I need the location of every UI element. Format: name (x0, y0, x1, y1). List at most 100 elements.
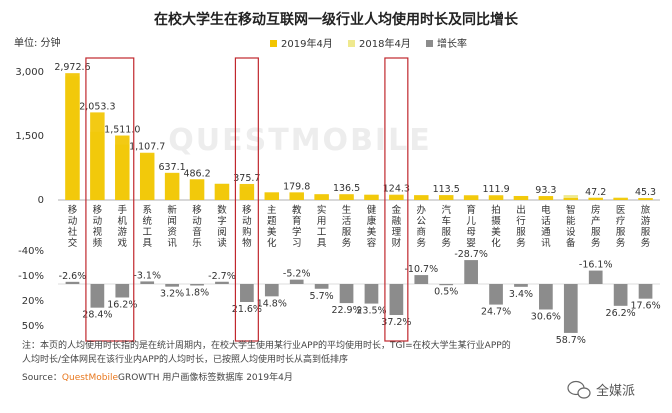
value-label-1: 2,053.3 (79, 101, 115, 112)
y-tick-0: 0 (38, 195, 44, 206)
growth-bar-9 (289, 279, 304, 284)
bar-2019-19 (538, 196, 554, 200)
category-label-12: 健康美容 (367, 204, 377, 249)
growth-label-21: -16.1% (579, 260, 613, 271)
bar-2019-8 (264, 192, 280, 200)
category-label-15: 汽车服务 (441, 204, 451, 249)
bar-2019-23 (638, 198, 653, 200)
growth-bar-1 (90, 284, 105, 308)
value-label-9: 179.8 (283, 181, 310, 192)
category-label-9: 教育学习 (292, 204, 302, 249)
growth-label-7: 21.6% (232, 304, 262, 315)
value-label-13: 124.3 (383, 184, 410, 195)
growth-bar-7 (240, 284, 254, 302)
category-label-5: 移动音乐 (192, 204, 202, 249)
growth-label-19: 30.6% (531, 312, 561, 323)
growth-bar-15 (439, 284, 454, 286)
growth-bar-10 (314, 284, 329, 289)
bar-2019-21 (588, 197, 603, 200)
legend: 2019年4月 2018年4月 增长率 (270, 37, 467, 50)
bar-2019-12 (364, 194, 379, 200)
highlight-box-2 (384, 57, 409, 342)
category-label-18: 出行服务 (516, 204, 526, 249)
chart-marks: 移动社交 -2.6% 移动视频 28.4% 手机游戏 16.2% 系统工具 -3.1% 新闻资讯… (54, 57, 661, 346)
growth-bar-18 (514, 284, 528, 287)
growth-label-11: 22.9% (331, 305, 361, 316)
wechat-icon (567, 380, 591, 399)
category-label-10: 实用工具 (317, 204, 327, 249)
growth-bar-11 (339, 284, 354, 304)
bar-2019-18 (513, 196, 529, 200)
growth-label-5: 1.8% (185, 288, 209, 299)
growth-label-22: 26.2% (606, 308, 636, 319)
growth-bar-22 (613, 284, 628, 306)
growth-bar-13 (389, 284, 404, 315)
growth-label-14: -10.7% (404, 264, 438, 275)
growth-label-4: 3.2% (160, 289, 184, 300)
category-label-8: 主题美化 (267, 204, 277, 249)
bar-2019-13 (389, 194, 404, 200)
value-label-11: 136.5 (333, 183, 360, 194)
value-label-2: 1,511.0 (104, 125, 140, 136)
growth-tick-neg40: -40% (18, 246, 44, 257)
source-rest: GROWTH 用户画像标签数据库 2019年4月 (118, 371, 293, 383)
value-label-15: 113.5 (433, 184, 460, 195)
bar-2019-20 (563, 197, 579, 200)
value-label-21: 47.2 (585, 187, 606, 198)
y-tick-1500: 1,500 (15, 131, 44, 142)
growth-tick-20: 20% (22, 296, 44, 307)
highlight-box-1 (234, 57, 259, 342)
growth-label-15: 0.5% (434, 286, 458, 297)
category-label-3: 系统工具 (142, 205, 152, 249)
growth-label-12: 23.5% (356, 306, 386, 317)
legend-label-2019: 2019年4月 (281, 37, 333, 50)
growth-label-6: -2.7% (208, 271, 236, 282)
growth-label-13: 37.2% (381, 317, 411, 328)
category-label-4: 新闻资讯 (167, 204, 177, 249)
growth-bar-3 (140, 281, 155, 284)
growth-bar-21 (588, 270, 603, 284)
category-label-2: 手机游戏 (118, 204, 128, 249)
brand-name: 全媒派 (596, 383, 635, 399)
legend-swatch-2018 (348, 40, 355, 47)
growth-bar-20 (563, 284, 578, 333)
bar-2019-6 (214, 183, 230, 200)
growth-bar-8 (264, 284, 279, 297)
category-label-19: 电话通讯 (541, 204, 551, 249)
growth-bar-0 (65, 281, 80, 284)
growth-bar-12 (364, 284, 379, 304)
value-label-23: 45.3 (635, 187, 656, 198)
value-label-7: 375.7 (233, 173, 260, 184)
category-label-20: 智能设备 (566, 204, 576, 249)
legend-label-growth: 增长率 (437, 37, 467, 50)
bar-2019-2 (115, 135, 130, 200)
bar-2019-4 (164, 172, 180, 200)
growth-bar-14 (414, 275, 429, 284)
growth-bar-6 (215, 281, 229, 284)
bar-2019-17 (488, 195, 504, 200)
bar-2019-10 (314, 194, 329, 200)
value-label-17: 111.9 (482, 184, 509, 195)
unit-label: 单位: 分钟 (14, 36, 61, 49)
bar-2018-20 (563, 195, 579, 200)
bar-2019-0 (65, 73, 80, 200)
bar-2019-15 (438, 195, 454, 200)
bar-2019-9 (289, 192, 304, 200)
footnote-line2: 人均时长/全体网民在该行业内APP的人均时长，已按照人均使用时长从高到低排序 (22, 353, 348, 365)
growth-bar-4 (165, 284, 179, 287)
growth-bar-17 (489, 284, 503, 305)
value-label-3: 1,107.7 (129, 142, 165, 153)
category-label-6: 数字阅读 (217, 204, 227, 249)
category-label-0: 移动社交 (68, 204, 78, 249)
growth-bar-19 (539, 284, 553, 310)
growth-label-18: 3.4% (509, 289, 533, 300)
bar-2019-14 (414, 195, 429, 200)
legend-swatch-growth (426, 40, 433, 47)
growth-bar-5 (190, 284, 204, 286)
value-label-19: 93.3 (535, 185, 556, 196)
bar-2019-1 (90, 112, 105, 200)
growth-tick-neg10: -10% (18, 271, 44, 282)
growth-tick-50: 50% (22, 321, 44, 332)
bar-2019-11 (339, 194, 354, 200)
